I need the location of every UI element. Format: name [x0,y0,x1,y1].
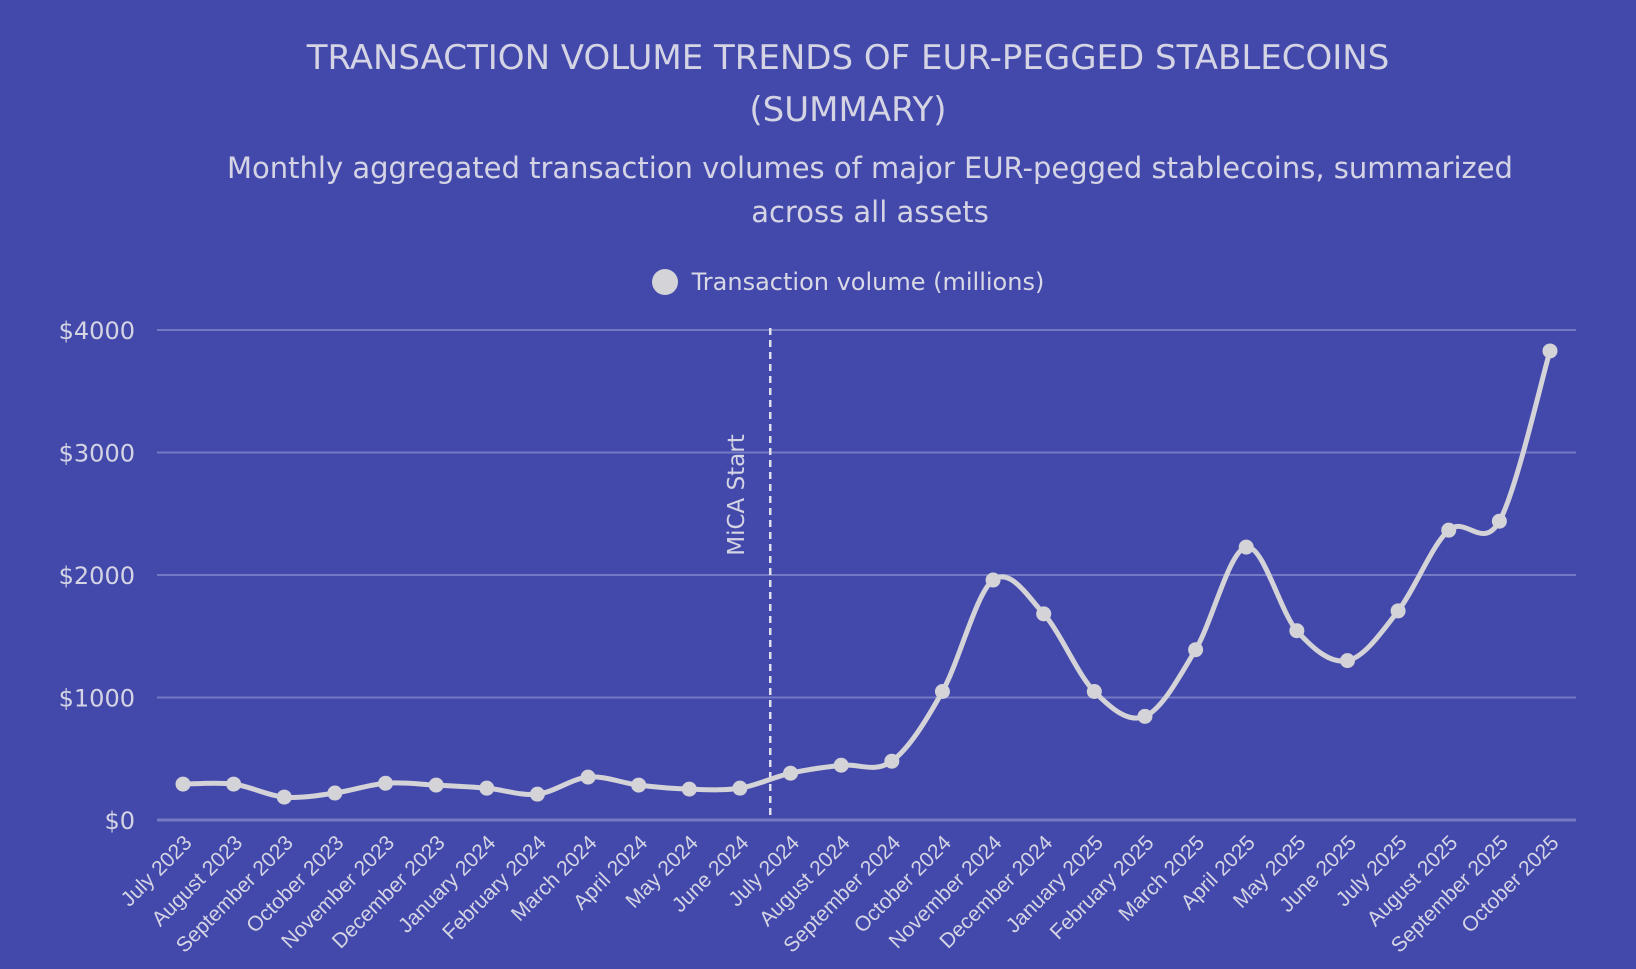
data-point [631,777,647,793]
subtitle-line-1: Monthly aggregated transaction volumes o… [227,151,1513,185]
legend-label: Transaction volume (millions) [691,268,1045,296]
legend-marker [651,269,678,295]
y-tick-label: $2000 [59,562,135,590]
data-point [1137,708,1153,724]
data-point [884,753,900,769]
subtitle-line-2: across all assets [751,195,989,229]
data-point [529,786,545,802]
title-line-1: TRANSACTION VOLUME TRENDS OF EUR-PEGGED … [306,38,1390,78]
data-point [1086,683,1102,699]
data-point [580,769,596,785]
legend[interactable]: Transaction volume (millions) [30,268,1636,296]
chart-title: TRANSACTION VOLUME TRENDS OF EUR-PEGGED … [30,32,1636,136]
data-point [276,789,292,805]
chart-subtitle: Monthly aggregated transaction volumes o… [150,146,1590,234]
y-tick-label: $1000 [59,685,135,713]
data-point [1036,606,1052,622]
data-point [327,785,343,801]
data-point [1289,623,1305,639]
y-tick-label: $0 [104,807,135,835]
data-point [783,765,799,781]
data-point [934,683,950,699]
data-point [1339,653,1355,669]
data-point [833,757,849,773]
y-tick-label: $3000 [59,440,135,468]
data-point [1238,539,1254,555]
data-point [479,780,495,796]
data-point [226,776,242,792]
data-point [681,781,697,797]
data-point [378,775,394,791]
data-point [1441,522,1457,538]
data-point [1491,513,1507,529]
data-point [732,780,748,796]
data-point [428,777,444,793]
data-point [1390,603,1406,619]
data-point [1188,642,1204,658]
data-point [1542,343,1558,359]
y-tick-label: $4000 [59,317,135,345]
title-line-2: (SUMMARY) [749,90,947,130]
data-point [985,572,1001,588]
data-point [175,776,191,792]
mica-start-label: MiCA Start [724,434,750,556]
